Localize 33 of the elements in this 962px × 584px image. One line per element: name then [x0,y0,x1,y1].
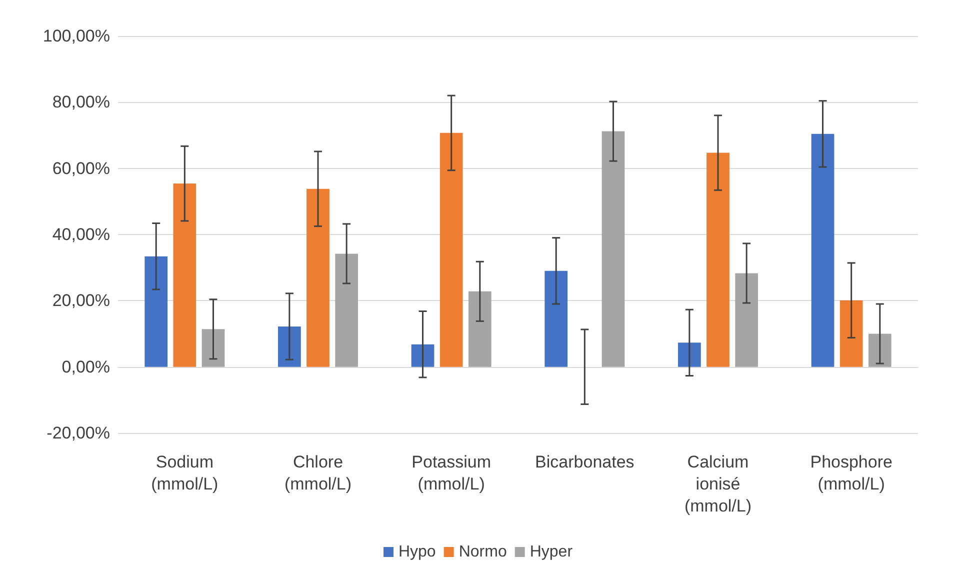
bar [811,134,834,367]
y-tick-label: 20,00% [52,291,110,310]
bar [306,188,330,367]
x-tick-label: Sodium (mmol/L) [151,452,218,494]
y-tick-label: 100,00% [42,26,110,46]
bar [440,132,463,367]
y-tick-label: 40,00% [52,225,110,244]
legend-label: Hypo [398,544,436,560]
bar [678,342,701,367]
x-tick-label: Chlore (mmol/L) [284,452,352,494]
legend-label: Hyper [530,544,574,560]
y-tick-label: 80,00% [52,92,110,112]
bar [544,270,568,367]
legend-label: Normo [458,544,507,560]
y-tick-label: -20,00% [46,424,110,442]
bar [335,254,358,367]
bar [144,256,168,367]
y-tick-label: 0,00% [62,357,110,376]
bar [735,273,758,367]
bar [468,291,492,367]
bar [202,329,225,367]
x-tick-label: Calcium ionisé (mmol/L) [684,452,752,516]
x-tick-label: Phosphore (mmol/L) [810,452,892,494]
bar [840,300,863,367]
bar [411,344,434,367]
bar [278,326,301,367]
bar [602,131,625,367]
bar [706,152,730,367]
y-tick-label: 60,00% [52,158,110,178]
x-tick-label: Bicarbonates [535,452,634,472]
bar [868,334,892,367]
bar [173,184,196,367]
x-tick-label: Potassium (mmol/L) [412,452,492,494]
